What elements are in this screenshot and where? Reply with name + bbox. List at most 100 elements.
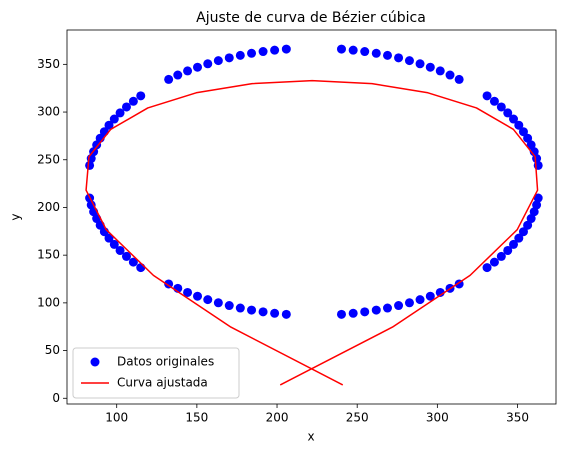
scatter-point — [247, 48, 257, 58]
scatter-point — [532, 200, 542, 210]
scatter-point — [193, 291, 203, 301]
x-axis-label: x — [307, 430, 314, 444]
scatter-point — [371, 48, 381, 58]
scatter-point — [128, 257, 138, 267]
scatter-point — [360, 307, 370, 317]
scatter-point — [258, 47, 268, 57]
scatter-point — [270, 308, 280, 318]
scatter-point — [173, 70, 183, 80]
x-tick-label: 350 — [506, 411, 529, 425]
scatter-point — [382, 50, 392, 60]
y-axis-label: y — [9, 213, 23, 220]
scatter-point — [224, 53, 234, 63]
x-tick-label: 200 — [266, 411, 289, 425]
scatter-point — [115, 108, 125, 118]
scatter-point — [193, 62, 203, 72]
scatter-point — [529, 207, 539, 217]
x-tick-label: 100 — [105, 411, 128, 425]
scatter-point — [523, 220, 533, 230]
scatter-point — [496, 251, 506, 261]
scatter-point — [425, 291, 435, 301]
scatter-point — [203, 295, 213, 305]
legend-box — [72, 347, 240, 399]
scatter-point — [213, 298, 223, 308]
y-tick-label: 150 — [37, 248, 60, 262]
scatter-point — [454, 74, 464, 84]
scatter-point — [136, 263, 146, 273]
scatter-point — [435, 287, 445, 297]
y-tick-label: 50 — [45, 343, 60, 357]
scatter-point — [203, 59, 213, 69]
scatter-point — [348, 308, 358, 318]
scatter-point — [183, 66, 193, 76]
scatter-point — [404, 56, 414, 66]
scatter-point — [270, 45, 280, 55]
scatter-point — [529, 147, 539, 157]
y-tick-label: 0 — [52, 391, 60, 405]
scatter-point — [109, 239, 119, 249]
legend-label: Curva ajustada — [117, 376, 208, 390]
scatter-point — [415, 295, 425, 305]
scatter-point — [514, 120, 524, 130]
scatter-point — [115, 245, 125, 255]
x-tick-label: 150 — [185, 411, 208, 425]
scatter-point — [348, 45, 358, 55]
scatter-point — [258, 307, 268, 317]
scatter-point — [183, 287, 193, 297]
scatter-point — [496, 102, 506, 112]
scatter-point — [518, 127, 528, 137]
scatter-point — [104, 120, 114, 130]
scatter-point — [394, 53, 404, 63]
legend-label: Datos originales — [117, 355, 214, 369]
scatter-point — [404, 298, 414, 308]
scatter-point — [425, 62, 435, 72]
scatter-point — [235, 50, 245, 60]
scatter-point — [435, 66, 445, 76]
scatter-point — [360, 47, 370, 57]
scatter-point — [371, 305, 381, 315]
scatter-point — [109, 114, 119, 124]
scatter-point — [164, 74, 174, 84]
scatter-point — [86, 200, 96, 210]
y-tick-label: 350 — [37, 57, 60, 71]
scatter-point — [503, 245, 513, 255]
scatter-point — [92, 140, 102, 150]
x-tick-label: 250 — [346, 411, 369, 425]
y-tick-label: 200 — [37, 200, 60, 214]
scatter-point — [336, 44, 346, 54]
scatter-point — [382, 303, 392, 313]
x-tick-label: 300 — [426, 411, 449, 425]
scatter-point — [526, 140, 536, 150]
scatter-point — [445, 70, 455, 80]
scatter-point — [482, 91, 492, 101]
scatter-point — [482, 263, 492, 273]
scatter-point — [523, 133, 533, 143]
scatter-point — [533, 193, 543, 203]
scatter-point — [281, 44, 291, 54]
scatter-point — [213, 56, 223, 66]
legend-swatch — [90, 357, 100, 367]
scatter-point — [503, 108, 513, 118]
scatter-point — [526, 214, 536, 224]
y-tick-label: 300 — [37, 105, 60, 119]
line-series — [85, 79, 539, 386]
axes-frame — [66, 29, 557, 405]
scatter-point — [489, 257, 499, 267]
scatter-point — [136, 91, 146, 101]
scatter-point — [281, 309, 291, 319]
scatter-point — [121, 102, 131, 112]
scatter-point — [247, 305, 257, 315]
plot-area — [85, 44, 543, 386]
y-tick-label: 100 — [37, 295, 60, 309]
scatter-point — [415, 59, 425, 69]
scatter-point — [509, 114, 519, 124]
scatter-point — [104, 233, 114, 243]
scatter-point — [394, 301, 404, 311]
scatter-point — [235, 303, 245, 313]
scatter-point — [509, 239, 519, 249]
scatter-point — [514, 233, 524, 243]
scatter-point — [128, 96, 138, 106]
scatter-point — [336, 309, 346, 319]
scatter-point — [121, 251, 131, 261]
